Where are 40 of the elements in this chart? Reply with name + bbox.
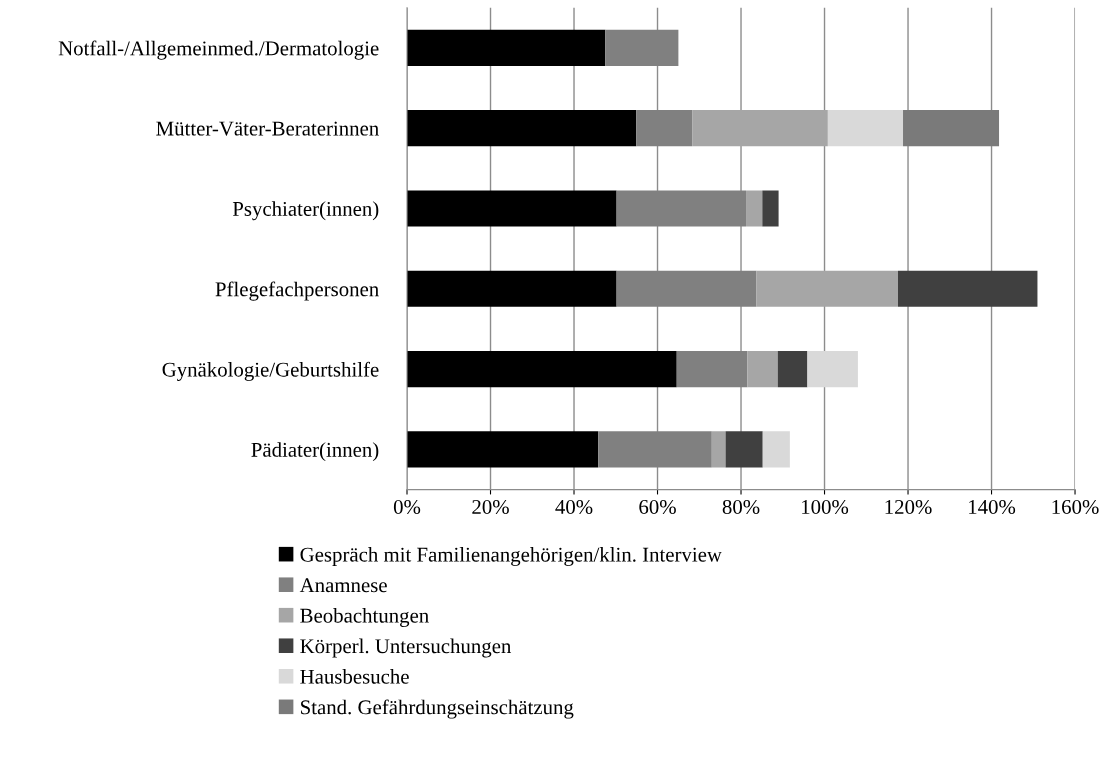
y-tick-label: Notfall-/Allgemeinmed./Dermatologie xyxy=(58,40,379,60)
bar xyxy=(407,190,617,227)
legend-label: Hausbesuche xyxy=(300,669,409,684)
y-tick-label: Mütter-Väter-Beraterinnen xyxy=(156,121,379,136)
bar xyxy=(407,110,637,147)
x-tick-label: 80% xyxy=(722,499,760,515)
bar xyxy=(903,110,1000,147)
bar xyxy=(407,29,606,66)
bar xyxy=(807,351,858,388)
legend-label: Körperl. Untersuchungen xyxy=(300,638,512,658)
legend-label: Gespräch mit Familienangehörigen/klin. Interview xyxy=(300,547,722,566)
x-tick-label: 0% xyxy=(393,499,421,515)
y-tick-label: Pflegefachpersonen xyxy=(215,281,379,301)
bar xyxy=(747,351,778,388)
y-tick-label: Pädiater(innen) xyxy=(251,442,379,462)
bar xyxy=(827,110,904,147)
bar xyxy=(711,431,726,468)
x-tick-label: 100% xyxy=(802,499,849,515)
bar xyxy=(777,351,808,388)
bar xyxy=(746,190,763,227)
x-tick-label: 40% xyxy=(555,499,593,515)
x-tick-label: 160% xyxy=(1052,499,1099,515)
bar xyxy=(407,270,617,307)
bar xyxy=(407,431,599,468)
y-tick-label: Psychiater(innen) xyxy=(232,201,379,221)
bar xyxy=(692,110,828,147)
legend-label: Beobachtungen xyxy=(300,608,429,627)
y-tick-label: Gynäkologie/Geburtshilfe xyxy=(162,361,379,381)
x-tick-label: 120% xyxy=(885,499,932,515)
x-tick-label: 20% xyxy=(472,499,509,515)
bar xyxy=(407,351,677,388)
bar xyxy=(898,270,1038,307)
bar xyxy=(762,431,790,468)
bar xyxy=(756,270,899,307)
x-tick-label: 60% xyxy=(639,499,676,515)
legend-label: Anamnese xyxy=(299,578,387,593)
legend-label: Stand. Gefährdungseinschätzung xyxy=(301,699,574,719)
bar xyxy=(762,190,779,227)
bar xyxy=(725,431,763,468)
x-tick-label: 140% xyxy=(969,499,1016,515)
